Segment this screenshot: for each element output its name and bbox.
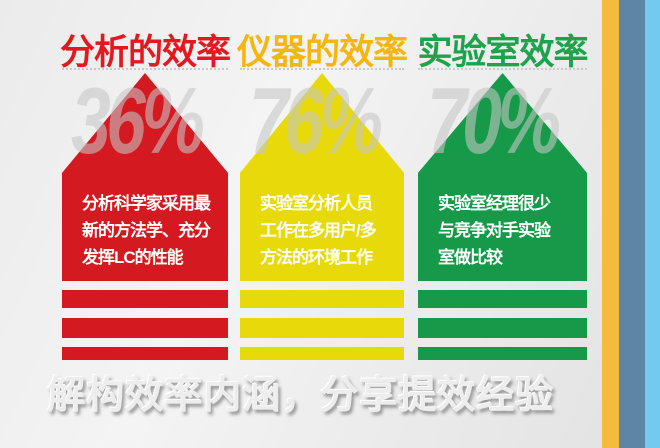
column-title: 实验室效率 [417,33,588,72]
arrow-tail-stripe [418,347,587,360]
description-line: 分析科学家采用最 [82,194,211,213]
description-line: 新的方法学、充分 [82,221,211,240]
dotted-divider [418,68,587,70]
edge-stripe-steel-blue [619,0,645,448]
column-title: 分析的效率 [59,33,231,72]
dotted-divider [62,68,228,70]
arrow-tail-stripe [240,347,404,360]
arrow-tail-stripe [240,318,404,338]
arrow-tail-stripe [418,318,587,338]
column-description: 实验室分析人员 工作在多用户/多 方法的环境工作 [260,190,400,271]
arrow-tail-stripe [418,290,587,308]
column-title: 仪器的效率 [236,33,408,72]
edge-stripe-orange [602,0,619,448]
description-line: 实验室经理很少 [438,194,551,213]
column-instrument-efficiency: 仪器的效率 实验室分析人员 工作在多用户/多 方法的环境工作 76% [237,0,408,448]
bottom-caption: 解构效率内涵，分享提效经验 [47,375,555,417]
column-lab-efficiency: 实验室效率 实验室经理很少 与竞争对手实验 室做比较 70% [417,0,589,448]
arrow-tail-stripe [62,318,228,338]
dotted-divider [240,68,404,70]
description-line: 方法的环境工作 [260,248,373,267]
column-analysis-efficiency: 分析的效率 分析科学家采用最 新的方法学、充分 发挥LC的性能 36% [60,0,231,448]
percent-value: 76% [249,68,383,173]
arrow-tail-stripe [62,347,228,360]
percent-value: 70% [427,68,561,173]
column-description: 实验室经理很少 与竞争对手实验 室做比较 [438,190,583,271]
column-description: 分析科学家采用最 新的方法学、充分 发挥LC的性能 [82,190,224,271]
description-line: 发挥LC的性能 [82,248,184,267]
edge-stripe-sky-blue [645,0,660,448]
description-line: 与竞争对手实验 [438,221,551,240]
percent-value: 36% [71,68,205,173]
arrow-tail-stripe [62,290,228,308]
description-line: 实验室分析人员 [260,194,373,213]
description-line: 室做比较 [438,248,503,267]
description-line: 工作在多用户/多 [260,221,377,240]
arrow-tail-stripe [240,290,404,308]
